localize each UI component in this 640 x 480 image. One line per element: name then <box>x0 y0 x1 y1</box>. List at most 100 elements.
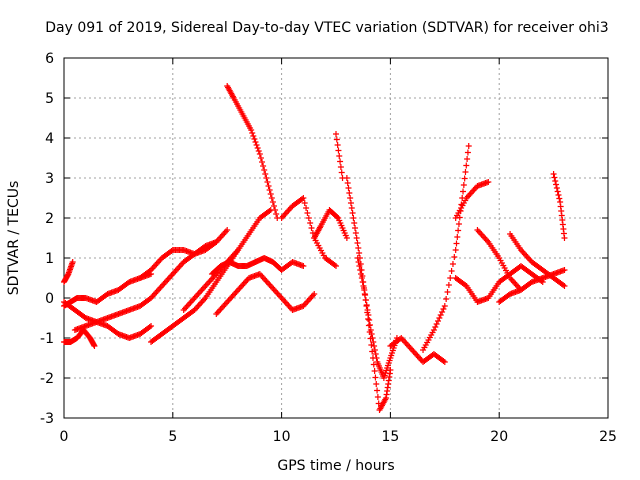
data-point <box>465 143 472 149</box>
series-sat-10 <box>208 255 307 277</box>
data-point-interp <box>553 185 560 191</box>
data-point-interp <box>462 169 469 175</box>
data-point <box>367 327 374 333</box>
data-point-interp <box>347 200 354 206</box>
data-point-interp <box>360 283 367 289</box>
data-point-interp <box>299 196 305 202</box>
data-point-interp <box>560 282 567 288</box>
data-point-interp <box>266 208 273 214</box>
data-point-interp <box>373 355 380 361</box>
series-sat-7 <box>180 207 274 313</box>
y-tick-label: 3 <box>45 171 54 187</box>
y-tick-label: 1 <box>45 251 54 267</box>
data-point-interp <box>262 171 269 177</box>
data-point <box>69 259 76 265</box>
data-point-interp <box>551 174 558 181</box>
data-point-interp <box>365 312 372 318</box>
data-point-interp <box>336 153 343 159</box>
data-point <box>561 267 568 273</box>
series-sat-9 <box>224 83 281 221</box>
data-point-interp <box>362 292 369 298</box>
y-tick-label: 5 <box>45 91 54 107</box>
data-point-interp <box>251 136 258 142</box>
y-axis-label: SDTVAR / TECUs <box>6 181 22 296</box>
data-point-interp <box>371 343 378 349</box>
data-point-interp <box>354 240 361 246</box>
data-point-interp <box>345 185 352 191</box>
data-point-interp <box>373 381 380 387</box>
data-point-interp <box>436 315 443 321</box>
data-point-interp <box>454 234 461 240</box>
data-point-interp <box>269 199 276 205</box>
data-point-interp <box>443 296 450 302</box>
data-point-interp <box>257 155 264 161</box>
data-point-interp <box>337 164 344 170</box>
data-point-interp <box>358 275 365 281</box>
y-tick-label: -1 <box>40 331 54 347</box>
data-point <box>441 359 448 365</box>
data-point-interp <box>369 335 376 341</box>
data-point-interp <box>264 179 271 185</box>
data-point-interp <box>447 275 454 281</box>
data-point-interp <box>463 162 470 169</box>
data-point-interp <box>432 324 439 330</box>
data-point <box>361 287 368 293</box>
data-point-interp <box>437 312 444 318</box>
data-point-interp <box>553 181 560 188</box>
y-tick-label: 0 <box>45 291 54 307</box>
series-sat-20 <box>452 179 492 221</box>
x-axis-label: GPS time / hours <box>277 458 394 474</box>
data-point <box>333 263 339 269</box>
plot-frame <box>63 57 609 419</box>
data-point-interp <box>554 188 561 195</box>
data-point-interp <box>338 169 345 176</box>
data-point <box>561 283 568 289</box>
data-point-interp <box>250 133 257 139</box>
data-point-interp <box>455 227 462 234</box>
data-point <box>452 247 459 253</box>
data-point-interp <box>555 192 562 198</box>
x-tick-label: 0 <box>60 429 69 445</box>
data-point-interp <box>331 262 338 268</box>
data-point-interp <box>370 339 377 345</box>
data-point-interp <box>444 289 451 295</box>
data-point-interp <box>366 317 373 323</box>
data-point-interp <box>146 324 153 330</box>
data-point-interp <box>304 210 311 216</box>
data-point-interp <box>453 240 460 247</box>
data-point-interp <box>335 147 342 154</box>
data-point-interp <box>334 214 341 220</box>
data-point <box>343 175 350 181</box>
data-point-interp <box>440 306 447 312</box>
data-point-interp <box>358 271 365 277</box>
series-sat-1 <box>61 259 76 285</box>
data-point-interp <box>253 142 260 148</box>
data-point-interp <box>259 159 266 165</box>
data-point-interp <box>448 268 455 274</box>
data-point-interp <box>270 203 277 209</box>
data-point-interp <box>307 220 314 226</box>
data-point-interp <box>449 261 456 267</box>
x-tick-label: 20 <box>490 429 508 445</box>
series-sat-21 <box>474 227 524 293</box>
data-point-interp <box>333 136 340 143</box>
data-point-interp <box>344 180 351 186</box>
data-point-interp <box>371 347 378 353</box>
data-point <box>311 291 318 297</box>
data-point-interp <box>301 200 308 206</box>
data-point-interp <box>372 374 379 381</box>
data-point-interp <box>268 195 275 201</box>
data-point-interp <box>273 211 280 217</box>
series-sat-8 <box>137 227 231 281</box>
data-point-interp <box>439 309 446 315</box>
data-point-interp <box>353 235 360 241</box>
data-point <box>148 323 155 329</box>
data-point <box>256 151 263 157</box>
data-point-interp <box>356 263 363 269</box>
data-point-interp <box>351 220 358 226</box>
series-sat-15 <box>343 175 394 413</box>
data-point-interp <box>352 230 359 236</box>
data-point <box>91 343 98 349</box>
data-point-interp <box>261 167 268 173</box>
data-point-interp <box>272 207 279 213</box>
